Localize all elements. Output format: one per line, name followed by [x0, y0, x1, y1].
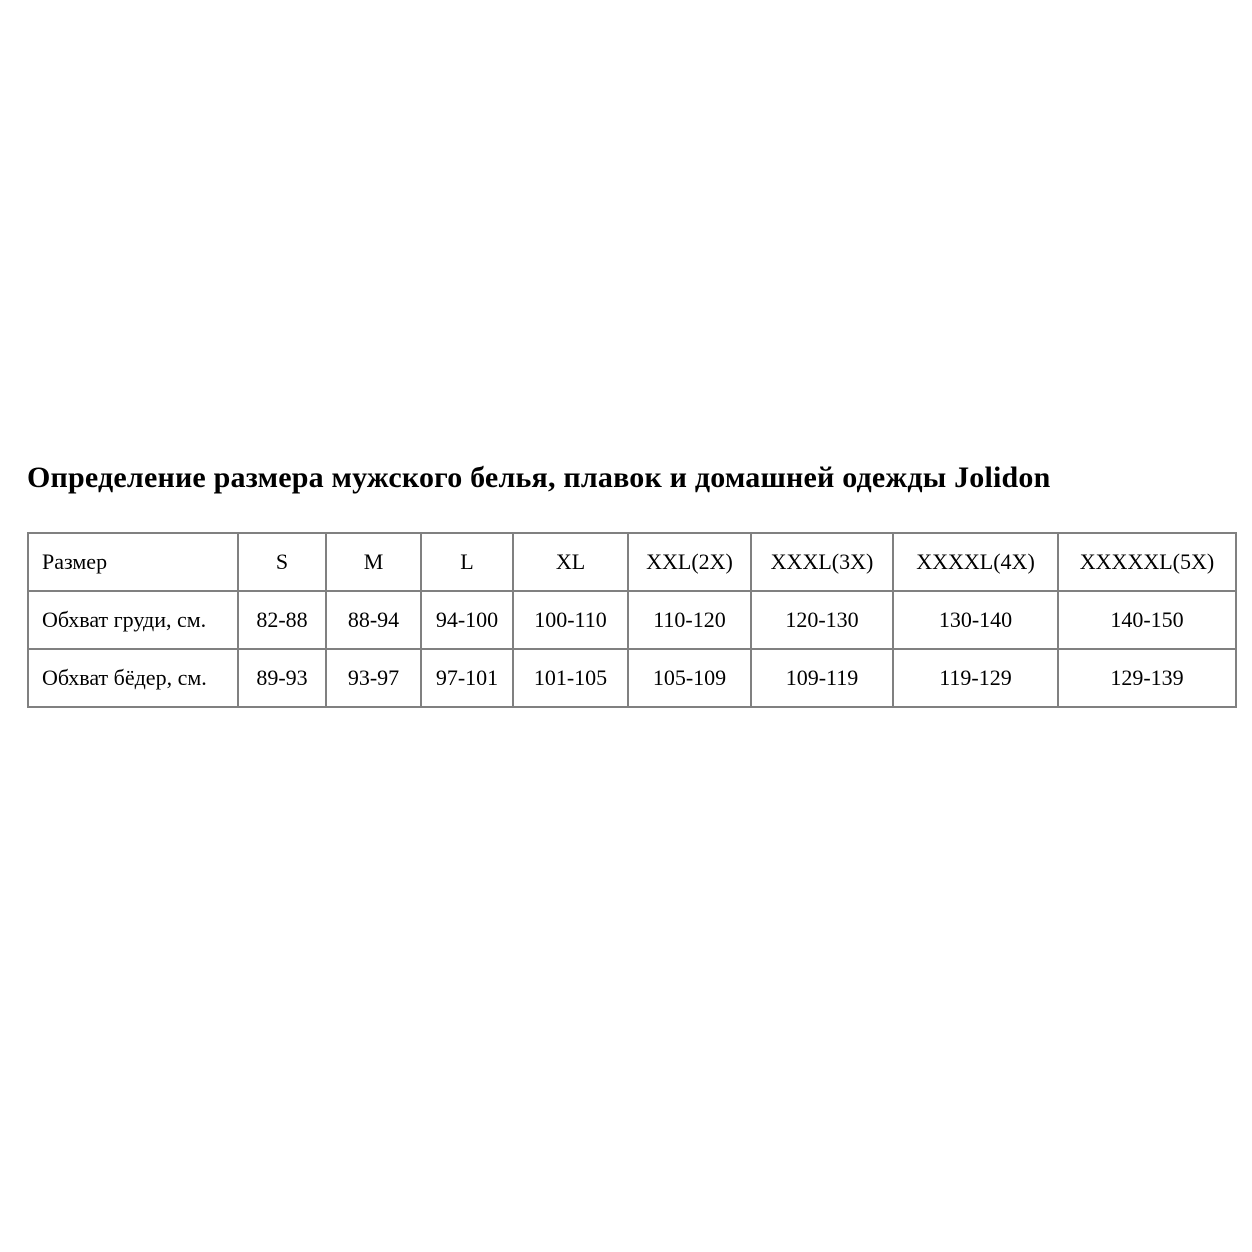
row-label-chest: Обхват груди, см.: [27, 590, 239, 650]
table-cell: 130-140: [892, 590, 1059, 650]
table-cell: 101-105: [512, 648, 629, 708]
table-cell: 89-93: [237, 648, 327, 708]
table-cell: 97-101: [420, 648, 514, 708]
header-cell-xxxl: XXXL(3X): [750, 532, 894, 592]
row-label-hips: Обхват бёдер, см.: [27, 648, 239, 708]
header-cell-size-label: Размер: [27, 532, 239, 592]
table-header-row: Размер S M L XL XXL(2X) XXXL(3X) XXXXL(4…: [27, 532, 1237, 592]
header-cell-s: S: [237, 532, 327, 592]
header-cell-m: M: [325, 532, 422, 592]
header-cell-xxl: XXL(2X): [627, 532, 752, 592]
page-title: Определение размера мужского белья, плав…: [27, 461, 1051, 494]
table-cell: 105-109: [627, 648, 752, 708]
page: Определение размера мужского белья, плав…: [27, 461, 1237, 708]
table-cell: 93-97: [325, 648, 422, 708]
table-cell: 100-110: [512, 590, 629, 650]
header-cell-xxxxxl: XXXXXL(5X): [1057, 532, 1237, 592]
table-cell: 88-94: [325, 590, 422, 650]
table-cell: 94-100: [420, 590, 514, 650]
table-cell: 129-139: [1057, 648, 1237, 708]
header-cell-l: L: [420, 532, 514, 592]
table-cell: 119-129: [892, 648, 1059, 708]
header-cell-xl: XL: [512, 532, 629, 592]
table-cell: 140-150: [1057, 590, 1237, 650]
table-cell: 120-130: [750, 590, 894, 650]
table-row-hips: Обхват бёдер, см. 89-93 93-97 97-101 101…: [27, 648, 1237, 708]
table-row-chest: Обхват груди, см. 82-88 88-94 94-100 100…: [27, 590, 1237, 650]
table-cell: 109-119: [750, 648, 894, 708]
table-cell: 110-120: [627, 590, 752, 650]
header-cell-xxxxl: XXXXL(4X): [892, 532, 1059, 592]
table-cell: 82-88: [237, 590, 327, 650]
size-table: Размер S M L XL XXL(2X) XXXL(3X) XXXXL(4…: [27, 532, 1237, 708]
